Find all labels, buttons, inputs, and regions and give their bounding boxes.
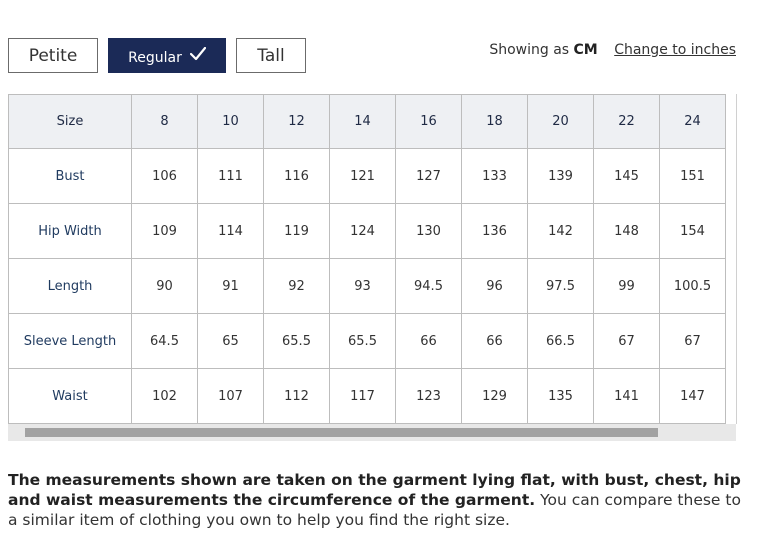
table-cell: 139 <box>527 148 594 204</box>
table-cell: 123 <box>395 368 462 424</box>
table-cell: 66 <box>395 313 462 369</box>
table-cell: 102 <box>131 368 198 424</box>
table-cell: 99 <box>593 258 660 314</box>
table-cell: 148 <box>593 203 660 259</box>
tab-regular[interactable]: Regular <box>108 38 226 73</box>
table-cell: 100.5 <box>659 258 726 314</box>
row-label: Waist <box>8 368 132 424</box>
table-row: Sleeve Length 64.5 65 65.5 65.5 66 66 66… <box>8 313 726 369</box>
size-col-header: 16 <box>395 94 462 149</box>
table-cell: 66 <box>461 313 528 369</box>
note-bold-text: The measurements shown are taken on the … <box>8 471 741 509</box>
table-row: Waist 102 107 112 117 123 129 135 141 14… <box>8 368 726 424</box>
table-cell: 107 <box>197 368 264 424</box>
table-cell: 65.5 <box>263 313 330 369</box>
table-cell: 96 <box>461 258 528 314</box>
table-cell: 116 <box>263 148 330 204</box>
table-cell: 129 <box>461 368 528 424</box>
table-cell: 136 <box>461 203 528 259</box>
table-cell: 67 <box>659 313 726 369</box>
table-cell: 90 <box>131 258 198 314</box>
table-header-row: Size 8 10 12 14 16 18 20 22 24 <box>8 94 726 149</box>
size-col-header: 14 <box>329 94 396 149</box>
table-cell: 109 <box>131 203 198 259</box>
size-col-header: 22 <box>593 94 660 149</box>
table-cell: 92 <box>263 258 330 314</box>
table-cell: 141 <box>593 368 660 424</box>
note-text: You can compare these to a similar item … <box>8 491 741 529</box>
unit-toggle-row: Showing as CM Change to inches <box>489 42 736 58</box>
table-cell: 93 <box>329 258 396 314</box>
size-col-header: 10 <box>197 94 264 149</box>
table-row: Length 90 91 92 93 94.5 96 97.5 99 100.5 <box>8 258 726 314</box>
size-col-header: 20 <box>527 94 594 149</box>
scrollbar-thumb[interactable] <box>25 428 658 437</box>
table-cell: 119 <box>263 203 330 259</box>
size-col-header: 8 <box>131 94 198 149</box>
table-cell: 135 <box>527 368 594 424</box>
table-cell: 112 <box>263 368 330 424</box>
size-col-header: 24 <box>659 94 726 149</box>
table-cell: 121 <box>329 148 396 204</box>
row-label: Length <box>8 258 132 314</box>
change-units-link[interactable]: Change to inches <box>614 42 736 58</box>
check-icon <box>189 46 206 60</box>
table-cell: 66.5 <box>527 313 594 369</box>
size-chart-table: Size 8 10 12 14 16 18 20 22 24 Bust 106 … <box>8 94 726 424</box>
unit-showing-label: Showing as <box>489 42 570 58</box>
table-cell: 97.5 <box>527 258 594 314</box>
table-cell: 124 <box>329 203 396 259</box>
tab-regular-label: Regular <box>128 49 182 66</box>
table-cell: 91 <box>197 258 264 314</box>
fit-selector: Petite Regular Tall <box>8 38 316 73</box>
table-cell: 151 <box>659 148 726 204</box>
row-label: Sleeve Length <box>8 313 132 369</box>
table-cell: 114 <box>197 203 264 259</box>
tab-petite[interactable]: Petite <box>8 38 98 73</box>
table-cell: 142 <box>527 203 594 259</box>
size-col-header: 12 <box>263 94 330 149</box>
table-cell: 147 <box>659 368 726 424</box>
table-cell: 94.5 <box>395 258 462 314</box>
table-cell: 106 <box>131 148 198 204</box>
unit-current: CM <box>573 42 598 58</box>
table-cell: 65 <box>197 313 264 369</box>
table-cell: 133 <box>461 148 528 204</box>
horizontal-scrollbar[interactable] <box>8 424 736 441</box>
table-cell: 154 <box>659 203 726 259</box>
size-table-container: Size 8 10 12 14 16 18 20 22 24 Bust 106 … <box>8 94 737 424</box>
tab-tall[interactable]: Tall <box>236 38 306 73</box>
table-cell: 127 <box>395 148 462 204</box>
table-row: Bust 106 111 116 121 127 133 139 145 151 <box>8 148 726 204</box>
measurement-note: The measurements shown are taken on the … <box>8 470 748 530</box>
table-cell: 64.5 <box>131 313 198 369</box>
table-cell: 117 <box>329 368 396 424</box>
size-col-header: 18 <box>461 94 528 149</box>
table-row: Hip Width 109 114 119 124 130 136 142 14… <box>8 203 726 259</box>
table-cell: 67 <box>593 313 660 369</box>
table-cell: 111 <box>197 148 264 204</box>
table-cell: 65.5 <box>329 313 396 369</box>
size-header: Size <box>8 94 132 149</box>
table-cell: 130 <box>395 203 462 259</box>
row-label: Bust <box>8 148 132 204</box>
row-label: Hip Width <box>8 203 132 259</box>
table-cell: 145 <box>593 148 660 204</box>
